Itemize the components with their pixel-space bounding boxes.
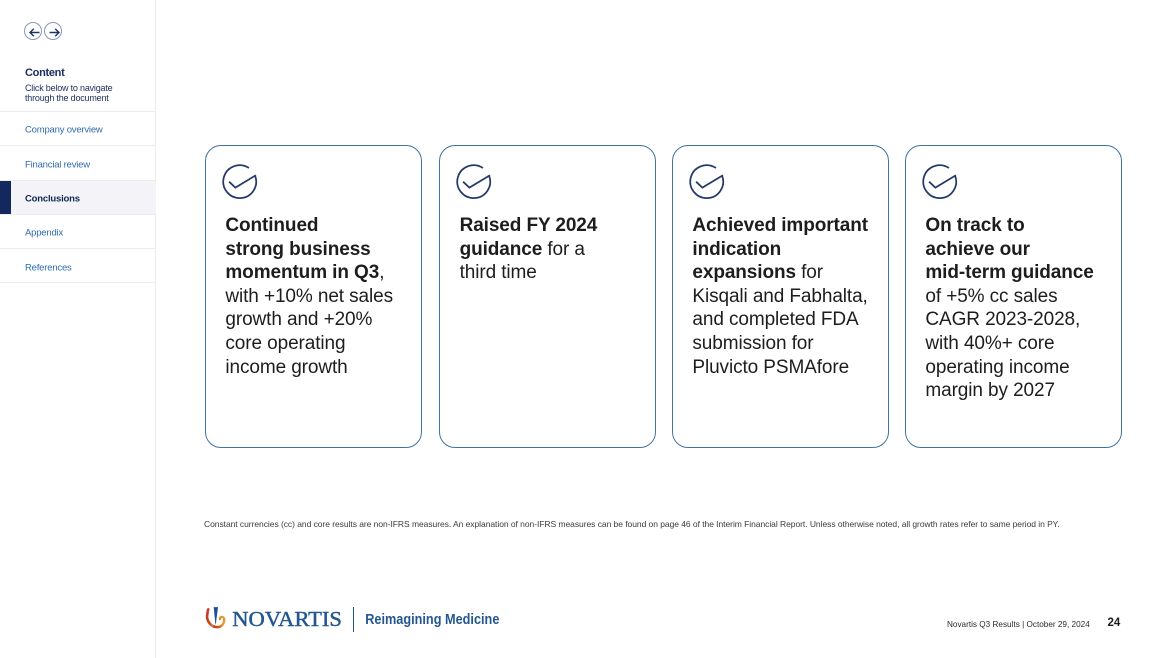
svg-text:Reimagining Medicine: Reimagining Medicine xyxy=(365,612,499,628)
svg-text:NOVARTIS: NOVARTIS xyxy=(232,607,342,631)
